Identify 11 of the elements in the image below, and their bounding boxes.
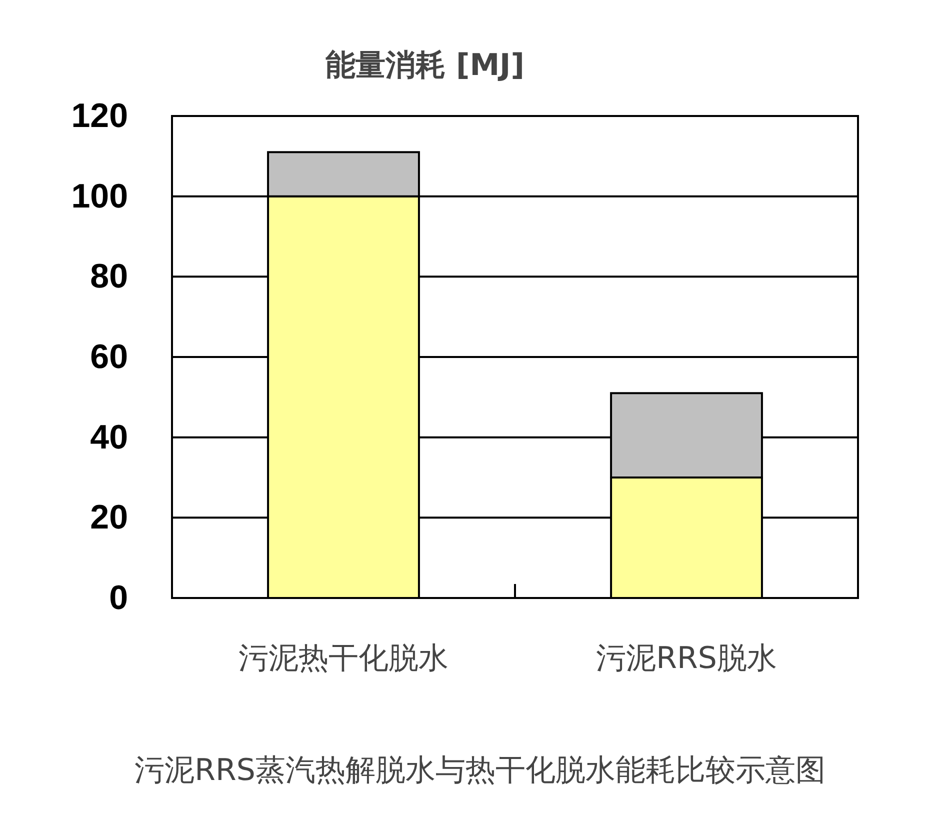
x-tick-label: 污泥RRS脱水 <box>596 641 777 676</box>
y-tick-label: 120 <box>71 97 128 135</box>
y-tick-label: 0 <box>109 579 128 617</box>
x-tick-label: 污泥热干化脱水 <box>238 641 448 676</box>
chart-title: 能量消耗 [MJ] <box>326 48 524 83</box>
y-tick-label: 60 <box>90 338 128 376</box>
y-tick-label: 100 <box>71 177 128 216</box>
y-tick-label: 40 <box>90 418 128 456</box>
y-tick-label: 80 <box>90 258 128 296</box>
text: 污泥RRS蒸汽热解脱水与热干化脱水能耗比较示意图 <box>134 753 826 788</box>
y-tick-label: 20 <box>90 498 128 537</box>
